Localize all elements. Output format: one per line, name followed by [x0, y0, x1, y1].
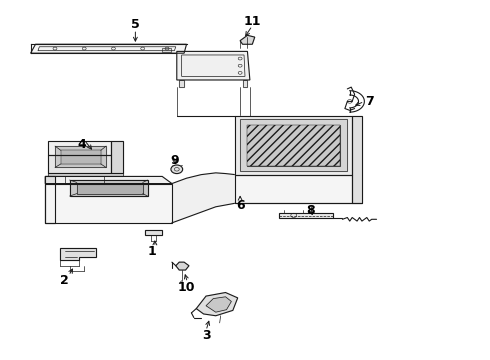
Polygon shape	[55, 146, 106, 167]
Polygon shape	[70, 180, 147, 196]
Polygon shape	[172, 173, 235, 223]
Text: 5: 5	[131, 18, 140, 31]
Polygon shape	[48, 155, 111, 173]
Polygon shape	[60, 248, 97, 260]
Text: 8: 8	[306, 204, 315, 217]
Polygon shape	[48, 141, 111, 155]
Polygon shape	[48, 173, 123, 176]
Text: 10: 10	[178, 281, 196, 294]
Polygon shape	[61, 150, 101, 164]
Polygon shape	[111, 141, 123, 173]
Polygon shape	[243, 80, 247, 87]
Text: 3: 3	[202, 329, 210, 342]
Text: 4: 4	[77, 138, 86, 151]
Text: 6: 6	[236, 198, 245, 212]
Circle shape	[171, 165, 183, 174]
Polygon shape	[162, 48, 171, 52]
Polygon shape	[145, 230, 162, 235]
Text: 11: 11	[244, 14, 261, 27]
Polygon shape	[279, 213, 333, 217]
Polygon shape	[179, 80, 184, 87]
Text: 7: 7	[365, 95, 373, 108]
Polygon shape	[176, 262, 189, 270]
Polygon shape	[240, 119, 347, 171]
Polygon shape	[247, 125, 340, 166]
Text: 1: 1	[148, 245, 157, 258]
Polygon shape	[45, 184, 172, 223]
Polygon shape	[196, 293, 238, 316]
Polygon shape	[240, 35, 255, 44]
Polygon shape	[45, 176, 172, 184]
Polygon shape	[235, 116, 352, 175]
Polygon shape	[177, 51, 250, 80]
Polygon shape	[247, 125, 340, 166]
Polygon shape	[206, 297, 231, 312]
Polygon shape	[77, 183, 143, 194]
Text: 2: 2	[60, 274, 69, 287]
Polygon shape	[352, 116, 362, 203]
Polygon shape	[30, 44, 187, 53]
Polygon shape	[235, 175, 352, 203]
Polygon shape	[45, 176, 55, 223]
Text: 9: 9	[170, 154, 179, 167]
